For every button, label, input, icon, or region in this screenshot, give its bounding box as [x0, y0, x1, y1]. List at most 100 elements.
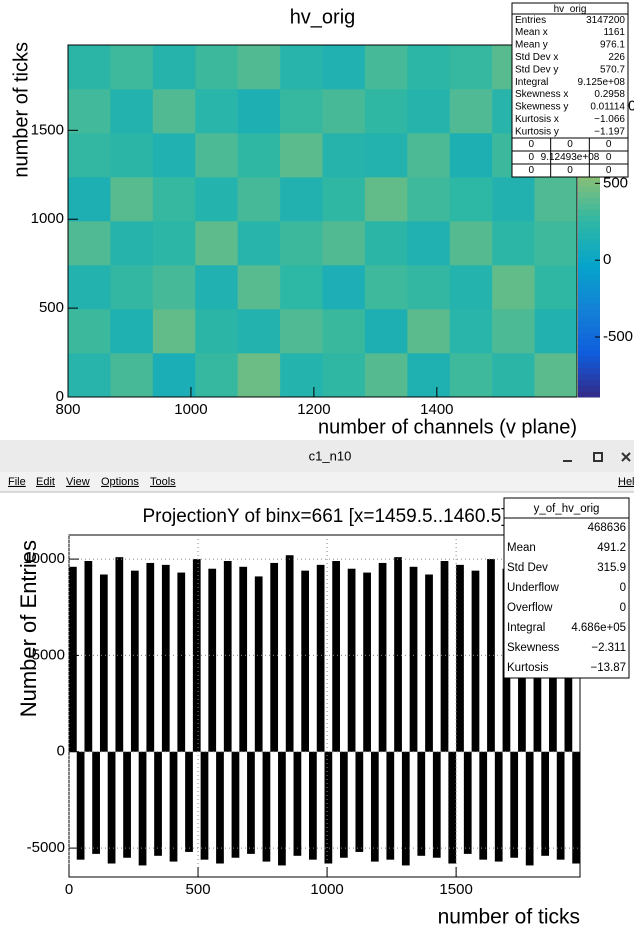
histogram-bar	[448, 751, 457, 864]
histogram-bar	[556, 751, 565, 860]
histogram-bar	[417, 751, 426, 856]
stats-label: Skewness y	[515, 102, 568, 113]
heatmap-cell	[110, 221, 154, 266]
heatmap-cell	[110, 177, 154, 222]
colorbar-step	[578, 279, 600, 287]
histogram-bar	[324, 751, 333, 864]
stats-cell: 0	[606, 139, 612, 150]
heatmap-cell	[449, 133, 493, 178]
menu-item[interactable]: File	[8, 476, 26, 488]
chart-title: ProjectionY of binx=661 [x=1459.5..1460.…	[142, 506, 506, 527]
y-tick-label: 0	[57, 743, 65, 760]
heatmap-cell	[322, 45, 366, 90]
stats-value: −13.87	[591, 662, 627, 674]
heatmap-cell	[68, 309, 111, 354]
histogram-bar	[107, 751, 116, 864]
heatmap-cell	[407, 353, 451, 398]
histogram-bar	[494, 751, 503, 862]
heatmap-cell	[152, 221, 196, 266]
histogram-bar	[355, 751, 364, 852]
histogram-bar	[332, 561, 340, 752]
stats-cell: 9.12493e+08	[541, 152, 600, 163]
y-axis-title: number of ticks	[10, 42, 32, 178]
heatmap-cell	[280, 309, 323, 354]
heatmap-cell	[364, 177, 408, 222]
maximize-button[interactable]	[593, 452, 603, 462]
stats-label: Skewness x	[515, 89, 568, 100]
y-tick-label: -5000	[27, 839, 65, 856]
menu-item[interactable]: Options	[101, 476, 139, 488]
menu-item[interactable]: Hel	[618, 476, 634, 488]
histogram-bar	[169, 751, 178, 862]
heatmap-cell	[280, 265, 323, 310]
heatmap-cell	[68, 133, 111, 178]
y-axis-title: Number of Entries	[16, 540, 41, 717]
heatmap-cell	[492, 177, 535, 222]
histogram-bar	[239, 566, 248, 752]
heatmap-cell	[152, 309, 196, 354]
histogram-bar	[463, 751, 472, 854]
heatmap-cell	[152, 133, 196, 178]
colorbar-step	[578, 344, 600, 351]
x-tick-label: 1200	[297, 401, 330, 418]
heatmap-cell	[534, 353, 578, 398]
heatmap-cell	[534, 221, 578, 266]
heatmap-cell	[407, 221, 451, 266]
heatmap-cell	[364, 309, 408, 354]
heatmap-cell	[407, 89, 451, 134]
stats-title: y_of_hv_orig	[534, 503, 600, 515]
colorbar-step	[578, 338, 600, 345]
heatmap-cell	[68, 265, 111, 310]
histogram-bar	[99, 574, 108, 752]
close-button[interactable]	[621, 452, 631, 462]
heatmap-cell	[322, 265, 366, 310]
heatmap-cell	[322, 89, 366, 134]
heatmap-cell	[280, 221, 323, 266]
colorbar-step	[578, 179, 600, 187]
colorbar-step	[578, 355, 600, 363]
colorbar-step	[578, 303, 600, 310]
heatmap-cell	[68, 45, 111, 90]
stats-value: 3147200	[586, 15, 625, 26]
x-tick-label: 800	[55, 401, 80, 418]
histogram-bar	[487, 559, 495, 752]
colorbar-step	[578, 197, 600, 204]
heatmap-cell	[68, 177, 111, 222]
heatmap-cell	[195, 221, 238, 266]
heatmap-cell	[195, 353, 238, 398]
stats-label: Kurtosis y	[515, 126, 559, 137]
colorbar-step	[578, 332, 600, 339]
heatmap-cell	[195, 45, 238, 90]
heatmap-cell	[237, 45, 281, 90]
menu-item[interactable]: Tools	[150, 476, 176, 488]
histogram-bar	[154, 751, 162, 856]
histogram-bar	[316, 564, 325, 752]
y-tick-label: 0	[56, 388, 64, 405]
histogram-bar	[370, 751, 379, 862]
stats-label: Skewness	[507, 642, 560, 654]
stats-cell: 0	[529, 139, 535, 150]
stats-value: 226	[608, 52, 625, 63]
heatmap-cell	[364, 221, 408, 266]
histogram-bar	[92, 751, 100, 854]
heatmap-cell	[110, 309, 154, 354]
colorbar-step	[578, 226, 600, 234]
menu-item[interactable]: Edit	[36, 476, 55, 488]
histogram-bar	[363, 572, 371, 752]
colorbar-step	[578, 373, 600, 380]
y-tick-label: 1500	[31, 121, 64, 138]
heatmap-cell	[364, 353, 408, 398]
histogram-bar	[456, 564, 464, 752]
stats-label: Std Dev x	[515, 52, 558, 63]
colorbar-step	[578, 191, 600, 199]
histogram-bar	[394, 557, 402, 752]
histogram-bar	[401, 751, 410, 866]
histogram-bar	[525, 751, 534, 866]
colorbar-step	[578, 244, 600, 251]
heatmap-cell	[407, 45, 451, 90]
histogram-bar	[177, 572, 186, 752]
colorbar-step	[578, 379, 600, 386]
heatmap-cell	[407, 265, 451, 310]
menu-item[interactable]: View	[66, 476, 90, 488]
